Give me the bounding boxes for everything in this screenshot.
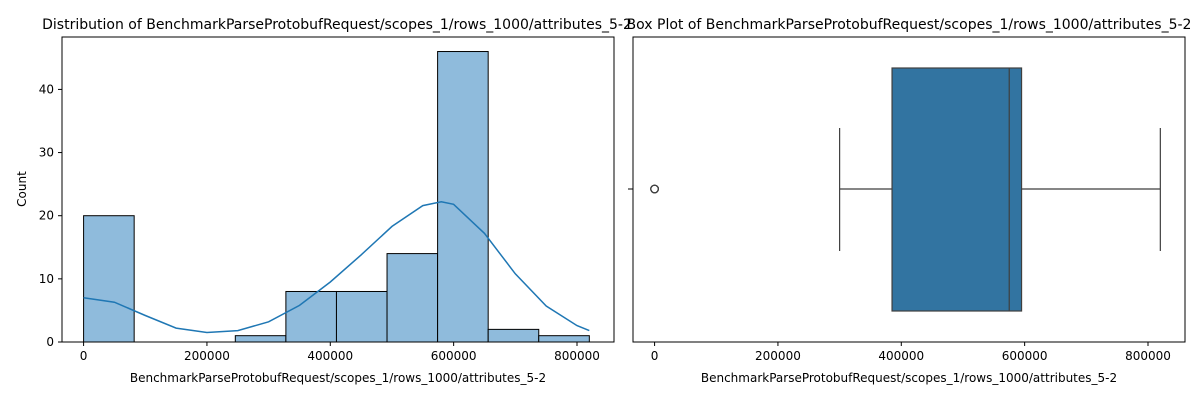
histogram-bar — [234, 335, 287, 343]
histogram-bar — [335, 290, 388, 343]
x-tick-label: 400000 — [878, 349, 924, 363]
histogram-bars — [83, 51, 590, 343]
boxplot-x-axis-label: BenchmarkParseProtobufRequest/scopes_1/r… — [701, 371, 1117, 385]
y-tick-label: 40 — [39, 82, 54, 96]
y-tick-label: 20 — [39, 209, 54, 223]
histogram-x-axis-label: BenchmarkParseProtobufRequest/scopes_1/r… — [130, 371, 546, 385]
boxplot-title: Box Plot of BenchmarkParseProtobufReques… — [627, 17, 1192, 33]
x-tick-label: 600000 — [431, 349, 477, 363]
histogram-panel: Distribution of BenchmarkParseProtobufRe… — [15, 17, 632, 385]
y-tick-label: 0 — [46, 335, 54, 349]
x-tick-label: 400000 — [307, 349, 353, 363]
histogram-bar — [538, 335, 590, 343]
histogram-x-ticks: 0 200000 400000 600000 800000 — [80, 342, 600, 363]
y-tick-label: 30 — [39, 146, 54, 160]
histogram-bar — [285, 290, 337, 343]
x-tick-label: 0 — [651, 349, 659, 363]
histogram-bar — [386, 253, 439, 343]
x-tick-label: 800000 — [1125, 349, 1171, 363]
x-tick-label: 0 — [80, 349, 88, 363]
boxplot-elements — [650, 67, 1161, 312]
histogram-title: Distribution of BenchmarkParseProtobufRe… — [42, 17, 632, 33]
x-tick-label: 200000 — [755, 349, 801, 363]
y-tick-label: 10 — [39, 272, 54, 286]
histogram-y-axis-label: Count — [15, 171, 29, 207]
boxplot-x-ticks: 0 200000 400000 600000 800000 — [651, 342, 1171, 363]
x-tick-label: 800000 — [554, 349, 600, 363]
box-iqr — [891, 67, 1023, 312]
histogram-axes-frame — [61, 36, 615, 343]
histogram-bar — [437, 51, 489, 343]
kde-line — [83, 201, 590, 334]
boxplot-panel: Box Plot of BenchmarkParseProtobufReques… — [627, 17, 1192, 385]
x-tick-label: 600000 — [1002, 349, 1048, 363]
outlier-point — [650, 184, 659, 194]
x-tick-label: 200000 — [184, 349, 230, 363]
histogram-y-ticks: 0 10 20 30 40 — [39, 82, 62, 349]
histogram-bar — [487, 328, 540, 343]
histogram-bar — [83, 215, 135, 343]
